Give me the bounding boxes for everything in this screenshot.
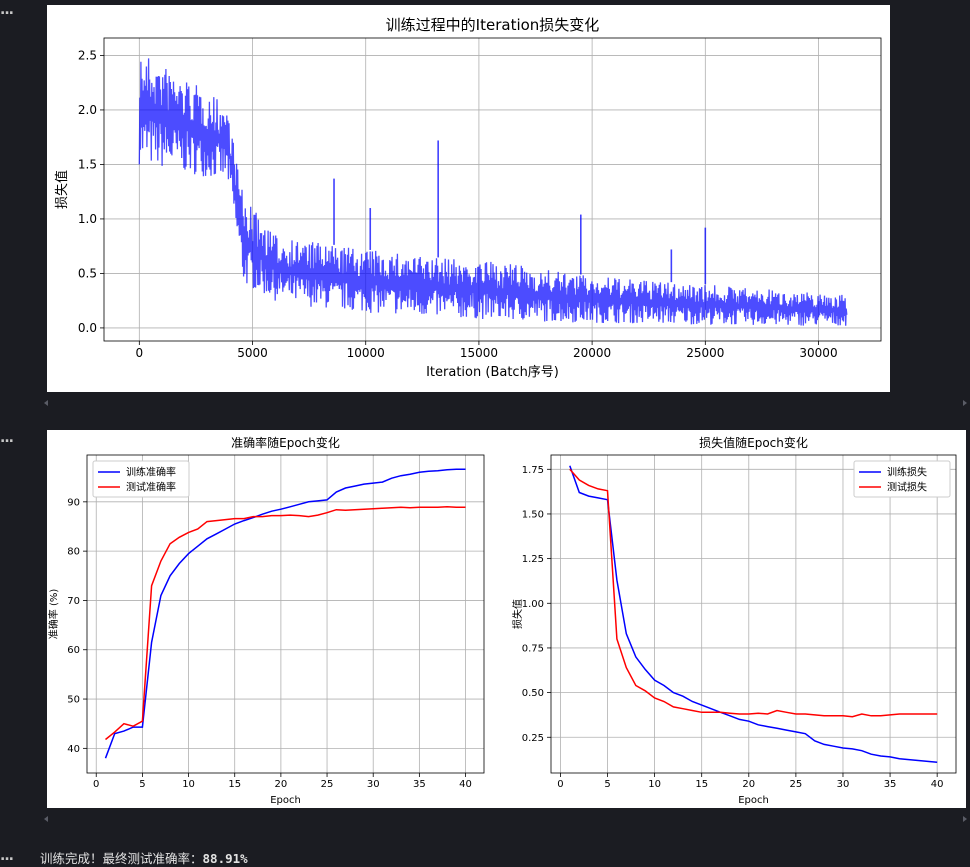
x-tick-label: 20	[742, 779, 755, 790]
y-tick-label: 0.25	[522, 733, 544, 744]
y-tick-label: 1.00	[522, 599, 544, 610]
x-tick-label: 35	[884, 779, 897, 790]
legend-label: 训练准确率	[126, 466, 176, 479]
chart-title: 训练过程中的Iteration损失变化	[386, 16, 600, 34]
y-axis-label: 损失值	[511, 599, 524, 629]
y-tick-label: 2.5	[78, 49, 97, 63]
x-axis-label: Epoch	[738, 795, 769, 806]
axes-frame	[103, 37, 882, 342]
scroll-right-arrow[interactable]	[963, 816, 967, 822]
x-tick-label: 30	[367, 779, 380, 790]
y-tick-label: 0.50	[522, 688, 544, 699]
y-tick-label: 40	[67, 744, 80, 755]
iteration-loss-figure: 0 5000 10000 15000 20000 25000 30000 0.0 0.5 1.0 1…	[47, 5, 890, 392]
y-tick-label: 90	[67, 497, 80, 508]
x-tick-label: 35	[413, 779, 426, 790]
legend-label: 测试损失	[887, 481, 927, 494]
series-line-test	[105, 506, 466, 741]
x-tick-label: 0	[93, 779, 99, 790]
y-tick-label: 1.5	[78, 158, 97, 172]
x-tick-label: 20	[275, 779, 288, 790]
chart-title: 准确率随Epoch变化	[231, 435, 340, 450]
x-tick-label: 40	[459, 779, 472, 790]
y-tick-label: 1.0	[78, 212, 97, 226]
y-tick-label: 0.5	[78, 267, 97, 281]
epoch-metrics-chart: 0 5 10 15 20 25 30 35 40405060708090准确率随Epoch变化E…	[47, 435, 957, 806]
x-tick-label: 15	[228, 779, 241, 790]
output-cell-ellipsis[interactable]: ...	[0, 430, 14, 446]
y-axis-label: 准确率 (%)	[47, 589, 60, 640]
y-tick-label: 70	[67, 596, 80, 607]
x-tick-label: 25000	[686, 346, 724, 360]
x-tick-label: 10000	[347, 346, 385, 360]
epoch-metrics-figure: 0 5 10 15 20 25 30 35 40 40 50 60 70 80 90 准确率随Epoch变化 E…	[47, 430, 966, 808]
x-tick-label: 0	[557, 779, 563, 790]
axes-group: 0 5 10 15 20 25 30 35 40 0.25 0.50 0.75 1.00 1.25 1.50…	[511, 435, 957, 806]
legend-label: 测试准确率	[126, 481, 176, 494]
axes-frame	[86, 454, 485, 774]
series-line-iteration-loss	[138, 58, 848, 326]
axes-group: 0 5000 10000 15000 20000 25000 30000 0.0 0.5 1.0 1…	[54, 16, 882, 380]
scroll-left-arrow[interactable]	[44, 400, 48, 406]
x-tick-label: 5	[139, 779, 145, 790]
iteration-loss-chart: 0 5000 10000 15000 20000 25000 30000 0.0 0.5 1.0 1…	[54, 16, 882, 380]
legend-box	[853, 460, 951, 498]
training-result-text: 训练完成！最终测试准确率：88.91%	[40, 848, 248, 867]
x-tick-label: 5000	[237, 346, 268, 360]
x-tick-label: 15000	[460, 346, 498, 360]
x-tick-label: 10	[648, 779, 661, 790]
axes-group: 0 5 10 15 20 25 30 35 40 40 50 60 70 80 90 准确率随Epoch变化 E…	[47, 435, 485, 806]
x-tick-label: 30000	[799, 346, 837, 360]
result-prefix: 训练完成！最终测试准确率：	[40, 851, 203, 866]
series-line-train	[569, 465, 938, 764]
x-tick-label: 25	[321, 779, 334, 790]
x-tick-label: 15	[695, 779, 708, 790]
y-tick-label: 50	[67, 695, 80, 706]
result-accuracy-value: 88.91%	[202, 851, 248, 866]
x-tick-label: 10	[182, 779, 195, 790]
chart-title: 损失值随Epoch变化	[699, 435, 808, 450]
scroll-left-arrow[interactable]	[44, 816, 48, 822]
y-tick-label: 0.0	[78, 321, 97, 335]
x-tick-label: 25	[790, 779, 803, 790]
series-line-train	[104, 468, 466, 759]
y-tick-label: 80	[67, 547, 80, 558]
x-tick-label: 0	[135, 346, 143, 360]
legend-label: 训练损失	[887, 466, 927, 479]
y-tick-label: 1.50	[522, 509, 544, 520]
y-tick-label: 1.75	[522, 465, 544, 476]
series-line-test	[569, 468, 938, 718]
x-tick-label: 40	[931, 779, 944, 790]
x-tick-label: 30	[837, 779, 850, 790]
y-tick-label: 1.25	[522, 554, 544, 565]
x-axis-label: Iteration (Batch序号)	[426, 365, 559, 380]
x-axis-label: Epoch	[270, 795, 301, 806]
axes-frame	[550, 454, 957, 774]
output-cell-ellipsis[interactable]: ...	[0, 848, 14, 864]
y-tick-label: 0.75	[522, 643, 544, 654]
x-tick-label: 20000	[573, 346, 611, 360]
y-tick-label: 60	[67, 645, 80, 656]
y-axis-label: 损失值	[54, 170, 70, 209]
y-tick-label: 2.0	[78, 103, 97, 117]
scroll-right-arrow[interactable]	[963, 400, 967, 406]
x-tick-label: 5	[604, 779, 610, 790]
legend-box	[92, 460, 190, 498]
output-cell-ellipsis[interactable]: ...	[0, 2, 14, 18]
